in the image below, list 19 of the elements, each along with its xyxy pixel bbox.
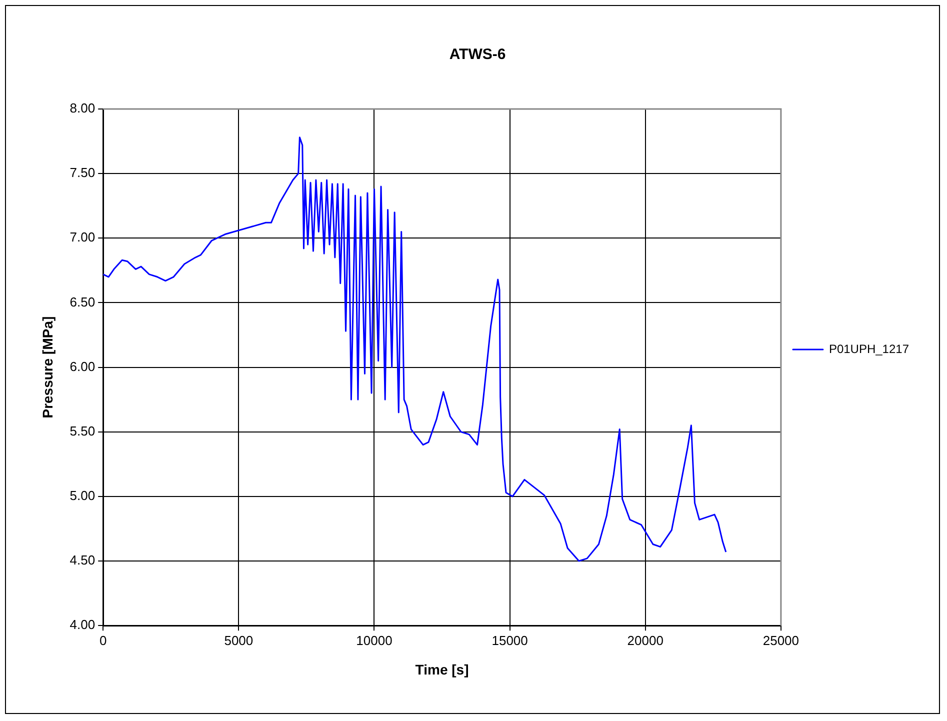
x-tick-label: 25000 <box>762 632 800 648</box>
y-tick-label: 7.50 <box>70 165 96 180</box>
legend-label: P01UPH_1217 <box>828 342 910 356</box>
x-tick-label: 0 <box>99 632 107 648</box>
y-tick-label: 4.00 <box>70 617 96 632</box>
y-tick-label: 4.50 <box>70 552 96 568</box>
y-tick-label: 5.00 <box>70 488 96 504</box>
y-tick-label: 5.50 <box>70 423 96 438</box>
x-tick-label: 10000 <box>356 632 392 648</box>
y-tick-label: 7.00 <box>70 230 96 245</box>
x-tick-label: 20000 <box>627 632 664 648</box>
x-tick-label: 15000 <box>492 632 528 648</box>
x-axis-title: Time [s] <box>415 661 469 678</box>
x-tick-label: 5000 <box>224 632 254 648</box>
chart-title: ATWS-6 <box>449 46 506 64</box>
y-tick-label: 6.00 <box>70 358 96 374</box>
y-axis-title: Pressure [MPa] <box>39 316 56 418</box>
y-tick-label: 6.50 <box>70 294 96 310</box>
y-tick-label: 8.00 <box>70 100 96 116</box>
